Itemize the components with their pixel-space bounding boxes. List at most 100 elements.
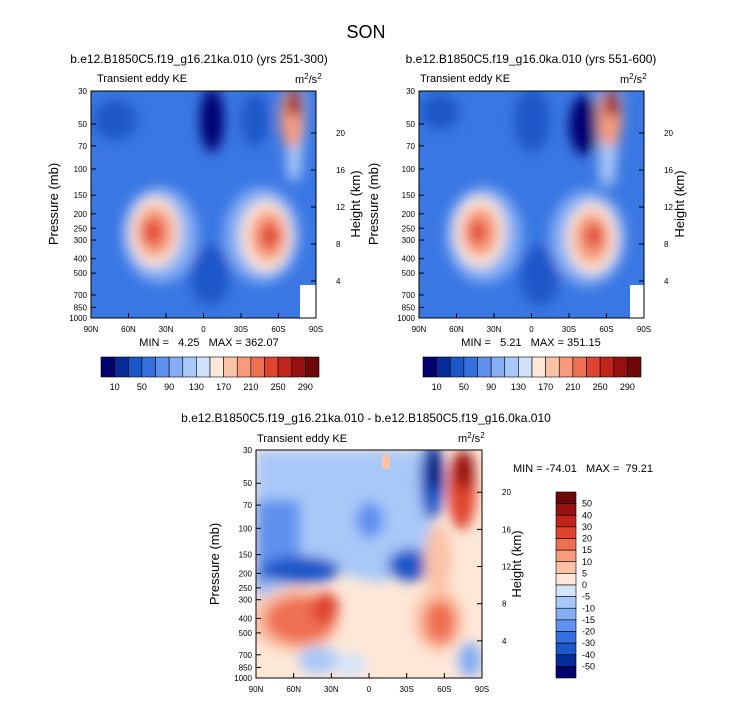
panel-1-colorbar-box [209,356,224,378]
panel-1-minmax: MIN = 4.25 MAX = 362.07 [139,337,278,349]
panel-3-xtick-label: 60N [286,685,301,694]
panel-3-ylabel-right: Height (km) [509,530,524,597]
panel-3-ytick-label: 30 [243,446,252,455]
panel-1-ytick-label: 250 [74,224,88,233]
panel-1-ytick-label: 700 [74,291,88,300]
panel-1-colorbar-label: 50 [137,382,147,392]
panel-2-colorbar-box [627,356,642,378]
panel-2-ytick-label: 200 [402,210,416,219]
panel-3-colorbar-label: 15 [582,545,592,555]
panel-2-colorbar-label: 210 [565,382,580,392]
panel-3-ytick-right-label: 16 [502,525,511,534]
panel-3-ytick-label: 700 [239,651,253,660]
panel-2-xtick-label: 60S [599,325,613,334]
panel-2-colorbar-label: 90 [486,382,496,392]
panel-2-colorbar-label: 290 [620,382,635,392]
panel-3-title: b.e12.B1850C5.f19_g16.21ka.010 - b.e12.B… [181,411,551,425]
panel-2-ytick-label: 500 [402,269,416,278]
panel-1-colorbar-box [277,356,293,378]
panel-2-colorbar-box [463,356,478,378]
panel-2-colorbar-label: 130 [511,382,526,392]
panel-2-colorbar-box [586,356,601,378]
panel-1-colorbar-box [305,356,320,378]
panel-3-colorbar-label: -10 [582,603,595,613]
panel-1-ytick-right-label: 4 [336,277,341,286]
panel-1-colorbar-box [196,356,211,378]
panel-3-ytick-label: 100 [239,524,253,533]
panel-2-field [419,91,644,318]
panel-2-title: b.e12.B1850C5.f19_g16.0ka.010 (yrs 551-6… [406,52,657,66]
panel-2-colorbar-box [490,356,506,378]
panel-1-colorbar-label: 250 [271,382,286,392]
panel-3-colorbar-label: -5 [582,592,590,602]
panel-2-ytick-label: 400 [402,255,416,264]
panel-3-colorbar-box [555,654,577,667]
panel-3-colorbar-box [555,526,577,539]
panel-3-colorbar-box [555,631,577,644]
panel-1-xtick-label: 30N [159,325,174,334]
panel-1-colorbar-label: 210 [243,382,258,392]
panel-1-colorbar-box [250,356,265,378]
panel-2-colorbar-label: 250 [593,382,608,392]
panel-3-colorbar-box [555,619,577,632]
panel-3-ytick-label: 50 [243,479,252,488]
panel-1-ytick-right-label: 16 [336,166,345,175]
panel-2-ylabel: Pressure (mb) [366,163,381,245]
panel-3-colorbar-box [555,514,577,528]
panel-3-minmax: MIN = -74.01 MAX = 79.21 [513,463,653,475]
panel-2-ytick-label: 70 [406,142,415,151]
panel-3-colorbar-box [555,607,577,621]
panel-2-ytick-label: 150 [402,191,416,200]
panel-1-ytick-label: 50 [78,120,87,129]
panel-2-ytick-label: 30 [406,87,415,96]
panel-3-colorbar-label: -30 [582,638,595,648]
panel-3-xtick-label: 30N [324,685,339,694]
panel-1-colorbar-box [264,356,279,378]
panel-3-ytick-right-label: 12 [502,563,511,572]
panel-3-colorbar-label: 5 [582,568,587,578]
panel-3-colorbar-box [555,666,577,679]
panel-2-colorbar-label: 50 [459,382,469,392]
panel-2-colorbar-box [613,356,628,378]
panel-1-xtick-label: 30S [234,325,248,334]
panel-1-xtick-label: 60S [271,325,285,334]
panel-3-colorbar-box [555,596,577,609]
panel-1-colorbar-box [291,356,306,378]
panel-3-colorbar-box [555,561,577,574]
panel-2-subtitle: Transient eddy KE [420,73,510,85]
panel-3-ylabel: Pressure (mb) [207,523,222,605]
panel-3-ytick-right-label: 20 [502,488,511,497]
panel-3-xtick-label: 60S [437,685,451,694]
panel-3-subtitle: Transient eddy KE [257,433,347,445]
panel-1-ytick-right-label: 12 [336,203,345,212]
panel-3-xtick-label: 30S [400,685,414,694]
panel-1-ytick-label: 400 [74,255,88,264]
panel-1-colorbar-box [182,356,197,378]
panel-2-colorbar-box [436,356,451,378]
panel-2-xtick-label: 60N [449,325,464,334]
panel-1-ytick-right-label: 8 [336,240,341,249]
panel-3-colorbar-label: -20 [582,627,595,637]
panel-2-xtick-label: 90S [637,325,651,334]
panel-2-colorbar-box [545,356,560,378]
panel-1-colorbar-box [141,356,156,378]
panel-1-ylabel: Pressure (mb) [46,163,61,245]
panel-1-colorbar-box [236,356,252,378]
panel-3-xtick-label: 0 [367,685,372,694]
panel-1-colorbar-box [114,356,129,378]
panel-1-ytick-label: 500 [74,269,88,278]
panel-3-colorbar-label: 40 [582,510,592,520]
panel-3-ytick-right-label: 8 [502,600,507,609]
panel-1-colorbar-box [223,356,238,378]
panel-1-title: b.e12.B1850C5.f19_g16.21ka.010 (yrs 251-… [70,52,328,66]
panel-2-colorbar-box [599,356,615,378]
panel-3-units: m2/s2 [458,431,485,445]
panel-1-ytick-label: 30 [78,87,87,96]
panel-2-ytick-label: 1000 [397,314,415,323]
panel-3-ytick-label: 500 [239,629,253,638]
panel-2-colorbar-box [504,356,519,378]
panel-3-colorbar-label: 10 [582,557,592,567]
panel-2-units: m2/s2 [620,72,647,86]
panel-3-colorbar-box [555,584,577,597]
